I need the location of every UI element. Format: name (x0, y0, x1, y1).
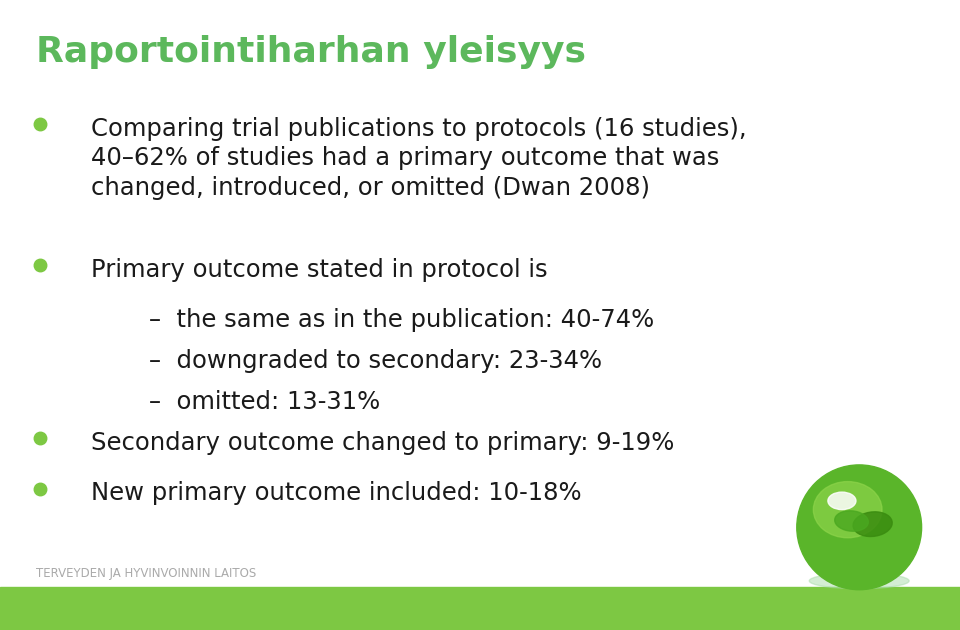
Text: Secondary outcome changed to primary: 9-19%: Secondary outcome changed to primary: 9-… (91, 431, 675, 455)
Ellipse shape (828, 492, 856, 510)
Text: –  the same as in the publication: 40-74%: – the same as in the publication: 40-74% (149, 308, 654, 332)
Text: Raportointiharhan yleisyys: Raportointiharhan yleisyys (36, 35, 587, 69)
Bar (0, 587, 960, 630)
Ellipse shape (813, 481, 882, 538)
Ellipse shape (809, 573, 909, 588)
Text: Comparing trial publications to protocols (16 studies),
40–62% of studies had a : Comparing trial publications to protocol… (91, 117, 747, 200)
Text: TERVEYDEN JA HYVINVOINNIN LAITOS: TERVEYDEN JA HYVINVOINNIN LAITOS (36, 567, 256, 580)
Text: Primary outcome stated in protocol is: Primary outcome stated in protocol is (91, 258, 548, 282)
Ellipse shape (853, 512, 892, 537)
Text: New primary outcome included: 10-18%: New primary outcome included: 10-18% (91, 481, 582, 505)
Text: –  omitted: 13-31%: – omitted: 13-31% (149, 390, 380, 414)
Text: –  downgraded to secondary: 23-34%: – downgraded to secondary: 23-34% (149, 349, 602, 373)
Ellipse shape (797, 465, 922, 590)
Ellipse shape (834, 511, 869, 531)
